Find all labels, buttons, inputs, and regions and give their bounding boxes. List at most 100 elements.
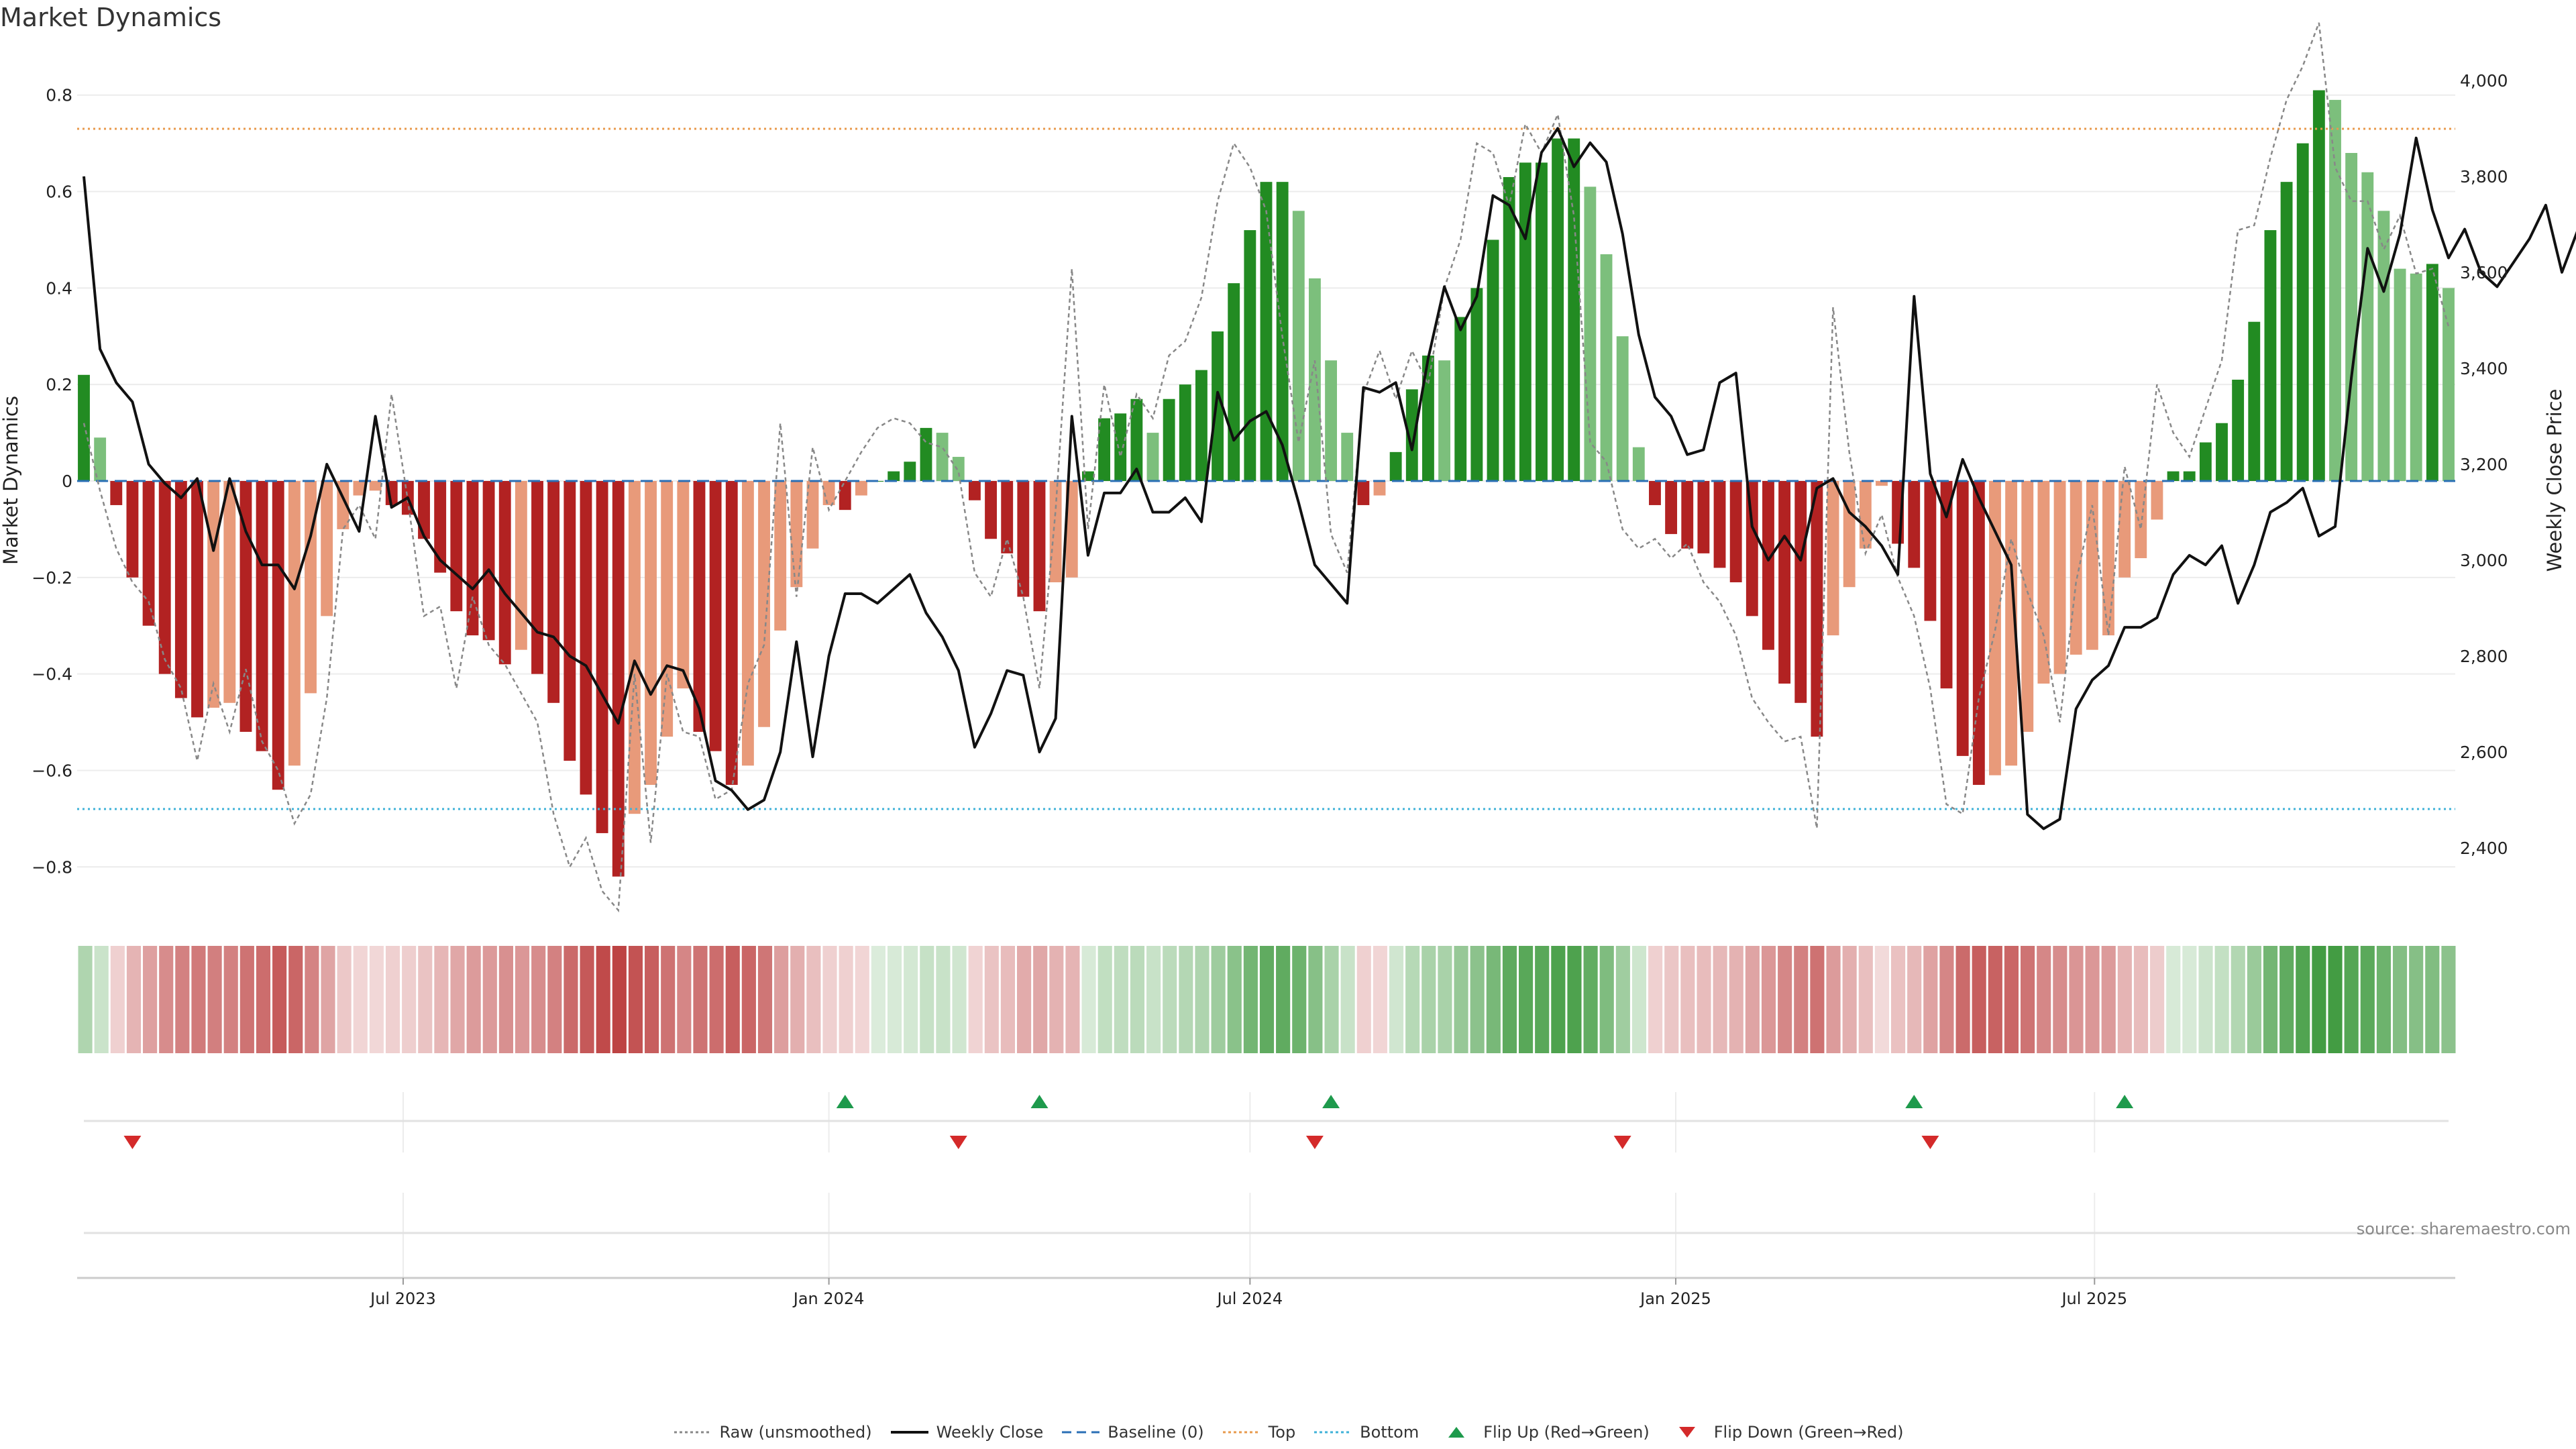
- heat-cell: [272, 946, 287, 1053]
- momentum-bar: [968, 481, 981, 500]
- triangle-down-icon: [1678, 1427, 1695, 1438]
- heat-cell: [984, 946, 999, 1053]
- y-right-tick-label: 3,800: [2460, 167, 2508, 186]
- heat-cell: [645, 946, 659, 1053]
- momentum-bar: [1470, 288, 1483, 481]
- heat-cell: [434, 946, 449, 1053]
- heat-cell: [1016, 946, 1032, 1053]
- heat-cell: [2166, 946, 2181, 1053]
- momentum-bar: [661, 481, 674, 737]
- momentum-bar: [94, 437, 107, 481]
- heat-cell: [1227, 946, 1242, 1053]
- momentum-bar: [1536, 162, 1548, 482]
- heat-cell: [2425, 946, 2440, 1053]
- flip-down-marker: [123, 1136, 142, 1149]
- heat-cell: [1713, 946, 1727, 1053]
- heat-cell: [741, 946, 756, 1053]
- momentum-bar: [1341, 433, 1354, 481]
- heat-cell: [2344, 946, 2359, 1053]
- momentum-bar: [272, 481, 284, 790]
- heat-cell: [774, 946, 789, 1053]
- momentum-bar: [2426, 264, 2438, 481]
- heat-cell: [2441, 946, 2456, 1053]
- momentum-bar: [1940, 481, 1953, 689]
- momentum-bar: [709, 481, 722, 751]
- heat-cell: [596, 946, 610, 1053]
- momentum-bar: [628, 481, 641, 814]
- momentum-bar: [2443, 288, 2455, 481]
- momentum-bar: [1228, 283, 1240, 481]
- momentum-bar: [2312, 90, 2325, 482]
- heat-cell: [2247, 946, 2261, 1053]
- heat-cell: [2376, 946, 2391, 1053]
- y-left-tick-label: −0.8: [32, 857, 72, 877]
- momentum-bar: [1503, 176, 1515, 481]
- momentum-bar: [1876, 481, 1888, 486]
- heat-cell: [2263, 946, 2278, 1053]
- heat-cell: [1794, 946, 1809, 1053]
- y-left-tick-label: 0.4: [46, 278, 72, 298]
- heat-cell: [1146, 946, 1161, 1053]
- heat-cell: [2214, 946, 2229, 1053]
- momentum-bar: [741, 481, 754, 766]
- heat-cell: [1438, 946, 1452, 1053]
- heat-cell: [1778, 946, 1792, 1053]
- momentum-bar: [1438, 360, 1451, 481]
- heat-cell: [2296, 946, 2310, 1053]
- momentum-bar: [2005, 481, 2018, 766]
- heat-cell: [2198, 946, 2213, 1053]
- momentum-bar: [2102, 481, 2114, 636]
- heat-cell: [1810, 946, 1825, 1053]
- momentum-bar: [305, 481, 317, 694]
- heat-cell: [936, 946, 951, 1053]
- momentum-bar: [774, 481, 787, 631]
- momentum-bar: [1276, 182, 1289, 481]
- momentum-bar: [174, 481, 187, 698]
- momentum-bar: [1972, 481, 1985, 786]
- momentum-bar: [2280, 182, 2293, 481]
- momentum-bar: [1001, 481, 1014, 553]
- chart-legend: Raw (unsmoothed) Weekly Close Baseline (0)…: [0, 1421, 2576, 1444]
- heat-cell: [1923, 946, 1938, 1053]
- momentum-bar: [1908, 481, 1921, 568]
- heat-cell: [1179, 946, 1193, 1053]
- heat-cell: [1486, 946, 1501, 1053]
- heat-cell: [1259, 946, 1275, 1053]
- heat-cell: [1389, 946, 1404, 1053]
- heat-cell: [1405, 946, 1420, 1053]
- legend-label: Top: [1268, 1423, 1296, 1442]
- legend-swatch: [1314, 1431, 1352, 1434]
- momentum-bar: [1308, 278, 1321, 481]
- heat-cell: [1648, 946, 1663, 1053]
- heat-cell: [2182, 946, 2197, 1053]
- heat-cell: [305, 946, 319, 1053]
- momentum-bar: [564, 481, 576, 761]
- momentum-bar: [191, 481, 203, 718]
- heat-cell: [1097, 946, 1112, 1053]
- heat-cell: [1680, 946, 1695, 1053]
- heat-cell: [402, 946, 417, 1053]
- momentum-bar: [985, 481, 997, 539]
- momentum-bar: [1033, 481, 1046, 612]
- momentum-bar: [515, 481, 527, 650]
- heat-cell: [1988, 946, 2002, 1053]
- momentum-bar: [1746, 481, 1758, 616]
- heat-cell: [709, 946, 724, 1053]
- momentum-bar: [2345, 153, 2358, 481]
- heat-cell: [1761, 946, 1776, 1053]
- momentum-bar: [321, 481, 333, 616]
- momentum-bar: [239, 481, 252, 732]
- momentum-bar: [1487, 239, 1499, 481]
- heat-cell: [207, 946, 222, 1053]
- momentum-bar: [1017, 481, 1030, 597]
- heat-cell: [466, 946, 481, 1053]
- x-tick-label: Jul 2025: [2060, 1289, 2127, 1308]
- heat-cell: [564, 946, 578, 1053]
- legend-label: Flip Up (Red→Green): [1483, 1423, 1650, 1442]
- momentum-bar: [612, 481, 625, 877]
- momentum-bar: [1859, 481, 1872, 549]
- heat-cell: [1567, 946, 1582, 1053]
- momentum-bar: [1244, 230, 1256, 481]
- momentum-bar: [758, 481, 770, 727]
